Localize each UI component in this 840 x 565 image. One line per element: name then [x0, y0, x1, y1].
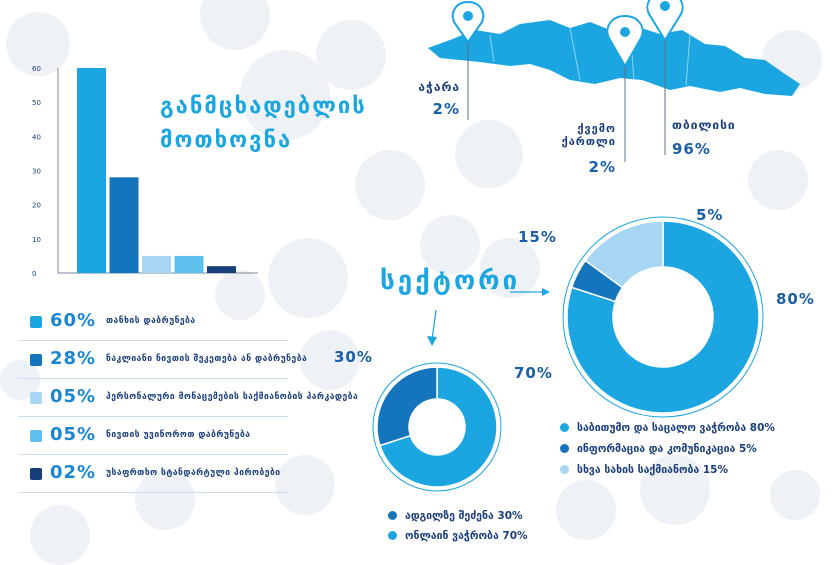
donut-small-label-70: 70% [514, 364, 553, 382]
bar [174, 255, 204, 273]
legend-text: ადგილზე შეძენა 30% [405, 510, 523, 522]
donut-big-label-5: 5% [696, 206, 724, 224]
donut-big-label-15: 15% [518, 228, 557, 246]
requests-legend-row: 28% ნაკლიანი ნივთის შეკეთება ან დაბრუნება [18, 344, 307, 379]
map-label-kvemo-kartli: ქვემო ქართლი 2% [520, 122, 616, 176]
y-tick-label: 50 [32, 99, 41, 107]
y-tick-label: 0 [32, 270, 36, 278]
map-shape [428, 20, 800, 96]
legend-dot [560, 465, 569, 474]
donut-small-label-30: 30% [334, 348, 373, 366]
purchase-donut-chart [372, 362, 502, 492]
legend-swatch [30, 392, 42, 404]
legend-text: ინფორმაცია და კომუნიკაცია 5% [577, 443, 757, 455]
legend-dot [388, 511, 397, 520]
legend-text: საბითუმო და საცალო ვაჭრობა 80% [577, 422, 775, 434]
legend-percent: 05% [50, 424, 97, 445]
requests-legend-row: 60% თანხის დაბრუნება [18, 306, 288, 341]
kvemo-kartli-pct: 2% [588, 158, 616, 176]
legend-text: ონლაინ ვაჭრობა 70% [405, 530, 528, 542]
legend-percent: 05% [50, 386, 97, 407]
donut-small-legend-item: ადგილზე შეძენა 30% [388, 510, 523, 522]
legend-dot [560, 444, 569, 453]
requests-legend-row: 05% ნივთის უვინოროთ დაბრუნება [18, 420, 288, 455]
tbilisi-name: თბილისი [672, 118, 736, 132]
requests-bar-chart: 0 10 20 30 40 50 60 [32, 65, 258, 278]
donut-big-label-80: 80% [776, 290, 815, 308]
legend-label: პერსონალური მონაცემების საქმიანობის პარკ… [106, 392, 359, 402]
requests-title: განმცხადებლის მოთხოვნა [160, 94, 367, 153]
requests-legend-row: 05% პერსონალური მონაცემების საქმიანობის პ… [18, 382, 358, 417]
y-tick-label: 60 [32, 65, 41, 73]
legend-label: ნაკლიანი ნივთის შეკეთება ან დაბრუნება [106, 354, 308, 364]
sector-donut-chart [562, 216, 764, 418]
legend-label: უსაფრთხო სტანდარტული პირობები [106, 468, 281, 478]
legend-percent: 60% [50, 310, 97, 331]
donut-outline [372, 362, 502, 492]
y-tick-label: 20 [32, 202, 41, 210]
legend-label: თანხის დაბრუნება [106, 316, 196, 326]
map-label-tbilisi: თბილისი 96% [672, 118, 736, 158]
donut-outline [562, 216, 764, 418]
legend-swatch [30, 468, 42, 480]
donut-big-legend-item: სხვა სახის საქმიანობა 15% [560, 464, 728, 476]
legend-percent: 28% [50, 348, 97, 369]
bar [109, 177, 139, 273]
legend-text: სხვა სახის საქმიანობა 15% [577, 464, 729, 476]
bar [142, 255, 171, 273]
y-tick-label: 30 [32, 168, 41, 176]
tbilisi-pct: 96% [672, 140, 711, 158]
requests-legend-row: 02% უსაფრთხო სტანდარტული პირობები [18, 458, 288, 493]
y-tick-label: 10 [32, 236, 41, 244]
legend-percent: 02% [50, 462, 97, 483]
map-leader-lines [467, 40, 666, 162]
legend-dot [560, 423, 569, 432]
donut-slice [376, 366, 438, 447]
donut-slice [584, 220, 664, 289]
adjara-pct: 2% [432, 100, 460, 118]
map-pin-kvemo-kartli [606, 14, 644, 69]
legend-swatch [30, 354, 42, 366]
donut-small-legend-item: ონლაინ ვაჭრობა 70% [388, 530, 528, 542]
legend-label: ნივთის უვინოროთ დაბრუნება [106, 430, 251, 440]
bar [207, 266, 236, 273]
adjara-name: აჭარა [418, 80, 460, 94]
donut-slice [378, 366, 498, 488]
donut-big-legend-item: ინფორმაცია და კომუნიკაცია 5% [560, 443, 757, 455]
donut-slice [566, 220, 760, 414]
y-tick-label: 40 [32, 133, 41, 141]
bar [77, 68, 106, 273]
sector-title: სექტორი [380, 266, 521, 296]
kvemo-kartli-name: ქვემო ქართლი [561, 122, 616, 148]
legend-dot [388, 531, 397, 540]
georgia-map [428, 0, 800, 96]
donut-big-legend-item: საბითუმო და საცალო ვაჭრობა 80% [560, 422, 775, 434]
map-label-adjara: აჭარა 2% [418, 80, 460, 118]
legend-swatch [30, 316, 42, 328]
legend-swatch [30, 430, 42, 442]
